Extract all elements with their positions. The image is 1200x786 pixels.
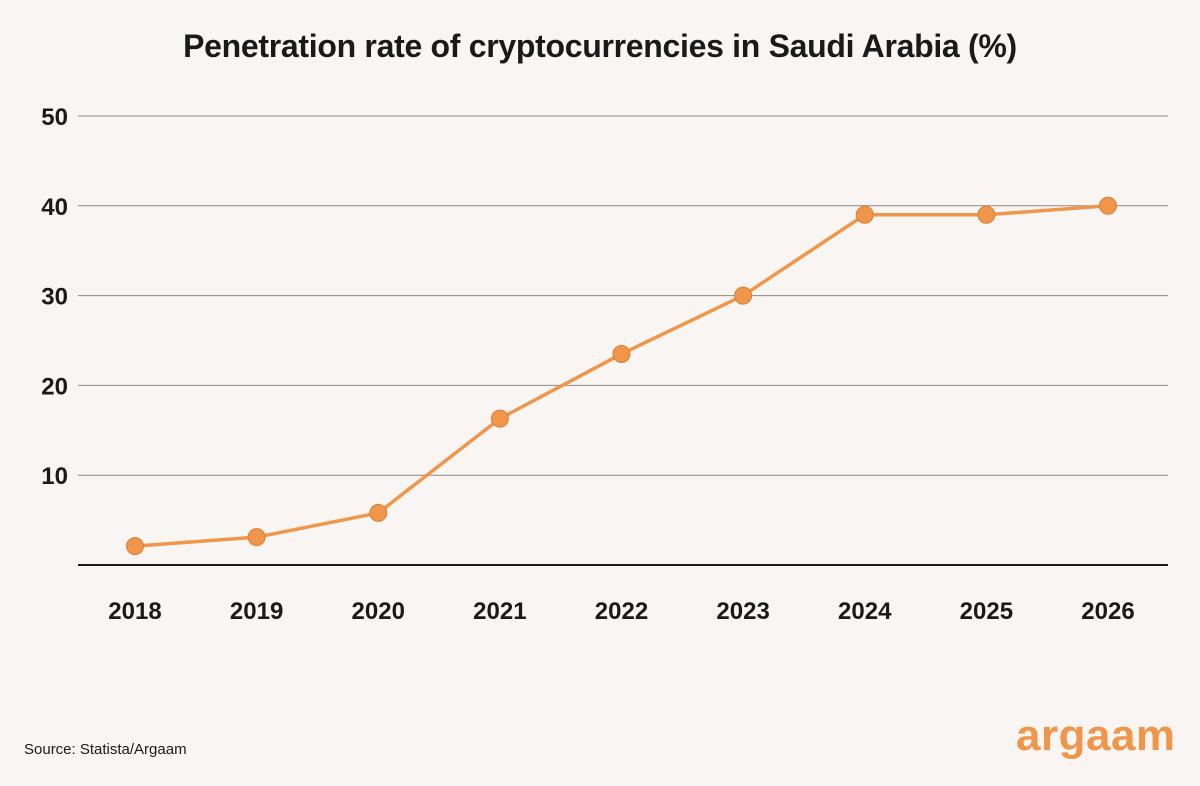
series-line-0 <box>134 204 1109 548</box>
data-point-2019 <box>247 528 266 547</box>
x-tick-label-2024: 2024 <box>838 598 892 625</box>
data-point-2025 <box>977 205 996 224</box>
x-tick-label-2026: 2026 <box>1081 598 1134 625</box>
gridlines <box>78 115 1168 476</box>
data-point-2021 <box>490 409 509 428</box>
y-tick-label-20: 20 <box>41 373 68 400</box>
x-tick-label-2020: 2020 <box>352 598 405 625</box>
data-point-2020 <box>369 503 388 522</box>
y-axis-ticks: 10 20 30 40 50 <box>41 104 68 490</box>
y-tick-label-10: 10 <box>41 463 68 490</box>
x-tick-label-2018: 2018 <box>108 598 161 625</box>
x-tick-label-2019: 2019 <box>230 598 283 625</box>
source-note: Source: Statista/Argaam <box>24 741 187 758</box>
chart-title: Penetration rate of cryptocurrencies in … <box>183 28 1017 64</box>
y-tick-label-30: 30 <box>41 284 68 311</box>
data-point-2018 <box>126 537 144 556</box>
x-tick-label-2021: 2021 <box>473 598 526 625</box>
data-point-2026 <box>1099 196 1117 215</box>
data-point-2024 <box>855 205 874 224</box>
x-tick-label-2022: 2022 <box>595 598 648 625</box>
x-tick-label-2025: 2025 <box>960 598 1013 625</box>
x-tick-label-2023: 2023 <box>716 598 769 625</box>
data-point-2022 <box>612 344 631 363</box>
argaam-logo: argaam <box>1016 711 1176 760</box>
data-point-2023 <box>734 286 753 305</box>
y-tick-label-50: 50 <box>41 104 68 131</box>
x-axis-ticks: 2018 2019 2020 2021 2022 2023 2024 2025 2026 <box>108 598 1134 625</box>
y-tick-label-40: 40 <box>41 194 68 221</box>
series <box>126 196 1117 556</box>
